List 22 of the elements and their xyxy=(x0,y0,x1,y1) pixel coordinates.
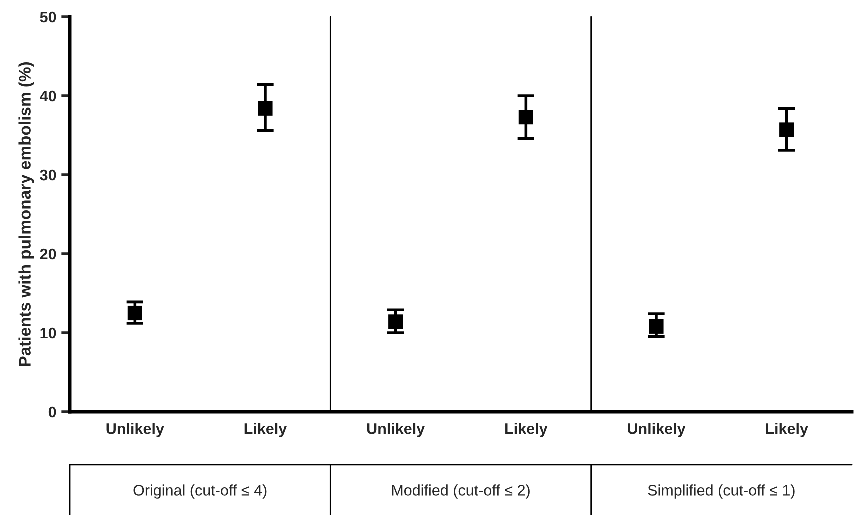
y-tick-label: 0 xyxy=(48,406,56,418)
x-tick-label: Likely xyxy=(506,423,548,438)
point xyxy=(388,314,404,330)
point xyxy=(780,122,794,138)
y-tick-label: 20 xyxy=(40,248,56,260)
point xyxy=(649,319,664,334)
text: Simplified (cut-off ≤ 1) xyxy=(648,484,795,499)
y-tick-label: 10 xyxy=(40,328,56,339)
y-tick-label: 30 xyxy=(40,170,56,181)
x-tick-label: Unlikely xyxy=(106,423,164,438)
text: Modified (cut-off ≤ 2) xyxy=(392,484,530,499)
y-tick-label: 40 xyxy=(40,90,56,102)
point xyxy=(518,110,534,125)
y-axis-title: Patients with pulmonary embolism (%) xyxy=(18,62,34,366)
x-tick-label: Unlikely xyxy=(367,423,426,438)
y-tick-label: 50 xyxy=(40,12,56,23)
point xyxy=(258,101,273,116)
text: Original (cut-off ≤ 4) xyxy=(134,484,267,499)
x-tick-label: Likely xyxy=(244,423,288,438)
point xyxy=(128,306,142,321)
x-tick-label: Likely xyxy=(766,423,808,438)
x-tick-label: Unlikely xyxy=(628,423,686,438)
